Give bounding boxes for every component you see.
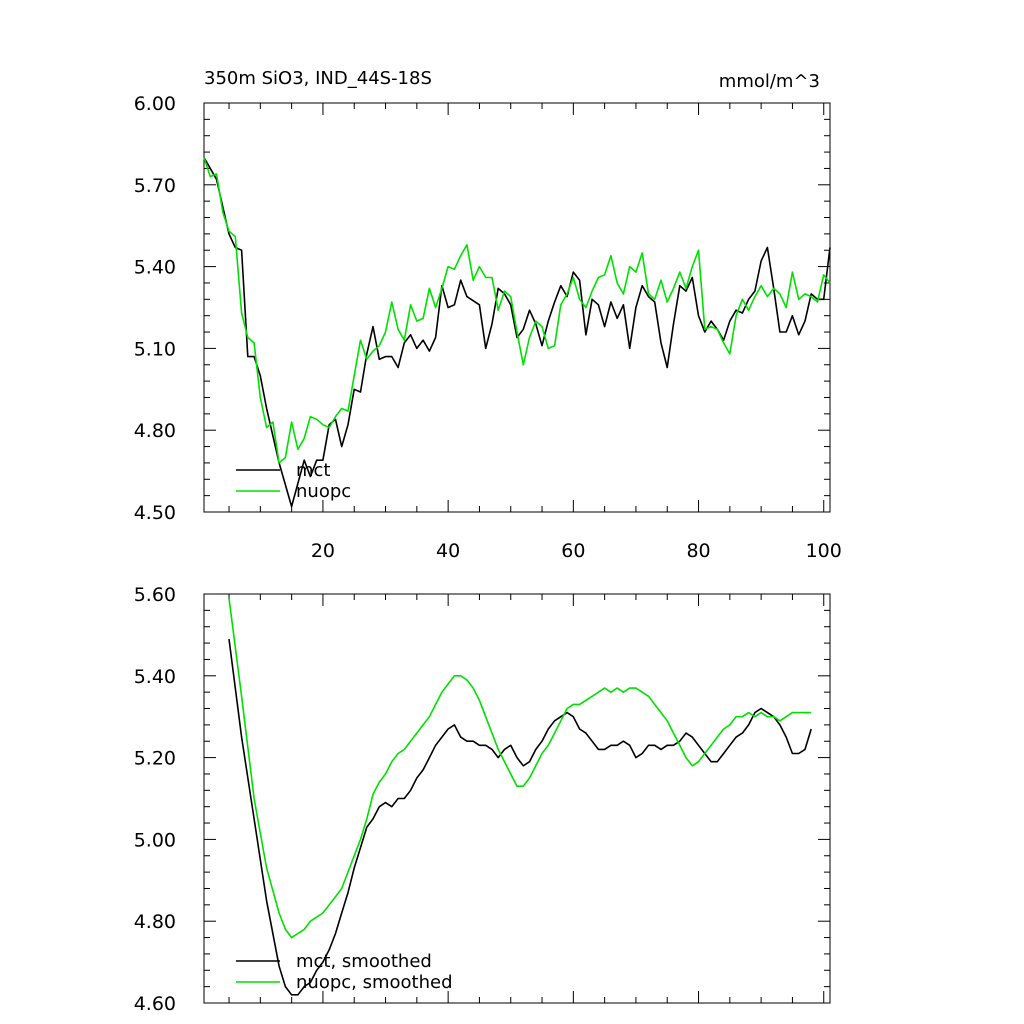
legend-label: nuopc (296, 481, 351, 502)
units-label: mmol/m^3 (719, 71, 820, 92)
y-tick-label: 4.80 (134, 911, 176, 933)
y-tick-label: 4.60 (134, 993, 176, 1015)
plot-frame (203, 593, 831, 1004)
y-tick-label: 5.60 (134, 584, 176, 606)
plot-title: 350m SiO3, IND_44S-18S (204, 68, 432, 89)
x-tick-label: 100 (806, 540, 842, 562)
x-tick-label: 80 (686, 540, 710, 562)
legend-label: mct, smoothed (296, 951, 432, 972)
y-tick-label: 6.00 (134, 93, 176, 115)
y-tick-label: 5.20 (134, 748, 176, 770)
top-panel: 4.50 4.80 5.10 5.40 5.70 6.00 20 40 60 80 100 mctnu… (134, 93, 842, 562)
legend-label: nuopc, smoothed (296, 972, 453, 993)
series-line-nuopc-smoothed (228, 597, 812, 939)
legend-label: mct (296, 460, 331, 481)
bottom-panel: 4.60 4.80 5.00 5.20 5.40 5.60 mct, smoothednuo… (134, 584, 831, 1015)
series-line-nuopc (203, 157, 831, 464)
x-tick-label: 60 (561, 540, 585, 562)
y-tick-label: 5.00 (134, 829, 176, 851)
series-line-mct-smoothed (228, 638, 812, 996)
y-tick-label: 5.40 (134, 666, 176, 688)
x-tick-label: 20 (311, 540, 335, 562)
y-tick-label: 4.50 (134, 502, 176, 524)
plot-frame (203, 102, 831, 513)
y-tick-label: 4.80 (134, 420, 176, 442)
x-tick-label: 40 (436, 540, 460, 562)
y-tick-label: 5.40 (134, 257, 176, 279)
y-tick-label: 5.70 (134, 175, 176, 197)
y-tick-label: 5.10 (134, 338, 176, 360)
